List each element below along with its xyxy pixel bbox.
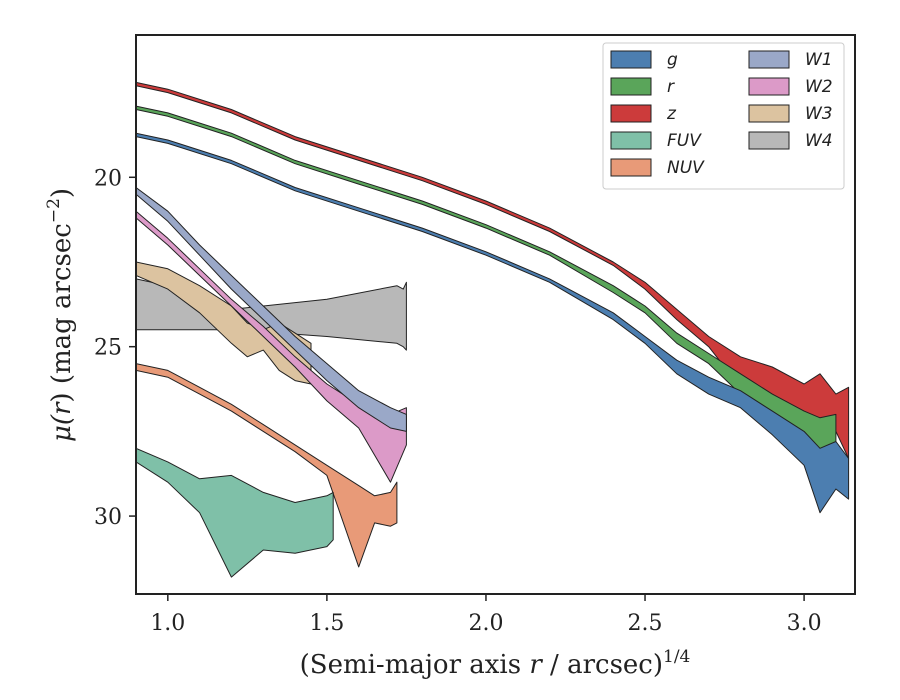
band-w1 <box>136 187 407 432</box>
legend-swatch-fuv <box>610 131 652 150</box>
legend-label-w4: W4 <box>805 131 833 151</box>
legend-label-w2: W2 <box>805 77 833 97</box>
x-tick-label: 3.0 <box>787 611 822 636</box>
x-tick-label: 1.0 <box>150 611 185 636</box>
x-tick-label: 2.0 <box>468 611 503 636</box>
legend-items: grz FUV NUV W1 W2 W3 W4 <box>610 50 833 178</box>
legend-swatch-g <box>610 50 652 69</box>
legend-label-fuv: FUV <box>667 131 702 151</box>
y-tick-label: 30 <box>94 505 122 530</box>
band-w2 <box>136 210 407 483</box>
band-fuv <box>136 447 334 578</box>
legend-label-g: g <box>667 50 678 70</box>
x-axis-label: (Semi-major axis r / arcsec)1/4 <box>300 647 691 680</box>
y-axis-label-var: r <box>47 401 77 415</box>
legend-label-w1: W1 <box>805 50 833 70</box>
legend-swatch-w1 <box>748 50 790 69</box>
legend-swatch-w3 <box>748 104 790 123</box>
x-axis-ticks: 1.0 1.5 2.0 2.5 3.0 <box>150 594 822 636</box>
y-tick-label: 25 <box>94 336 122 361</box>
band-nuv <box>136 363 398 568</box>
y-axis-ticks: 20 25 30 <box>94 166 136 530</box>
legend: grz FUV NUV W1 W2 W3 W4 <box>602 42 845 190</box>
x-tick-label: 2.5 <box>628 611 663 636</box>
y-axis-label-unit: ) (mag arcsec <box>47 223 77 402</box>
y-axis-label: μ(r) (mag arcsec−2) <box>44 188 77 442</box>
legend-swatch-r <box>610 77 652 96</box>
x-axis-label-sup: 1/4 <box>663 647 690 667</box>
x-axis-label-main: (Semi-major axis <box>300 650 530 680</box>
legend-label-nuv: NUV <box>667 158 705 178</box>
profile-bands <box>136 81 850 578</box>
plot-frame <box>135 34 856 595</box>
y-tick-label: 20 <box>94 166 122 191</box>
legend-swatch-w4 <box>748 131 790 150</box>
y-axis-label-sup: −2 <box>44 198 64 223</box>
y-axis-label-main: μ( <box>47 414 77 442</box>
legend-swatch-z <box>610 104 652 123</box>
legend-label-w3: W3 <box>805 104 833 124</box>
legend-label-z: z <box>666 104 677 124</box>
legend-swatch-w2 <box>748 77 790 96</box>
legend-swatch-nuv <box>610 158 652 177</box>
band-g <box>136 132 850 514</box>
legend-label-r: r <box>667 77 675 97</box>
x-axis-label-var: r <box>529 650 543 680</box>
x-axis-label-unit: / arcsec) <box>542 650 663 680</box>
x-tick-label: 1.5 <box>309 611 344 636</box>
y-axis-label-close: ) <box>47 188 77 198</box>
